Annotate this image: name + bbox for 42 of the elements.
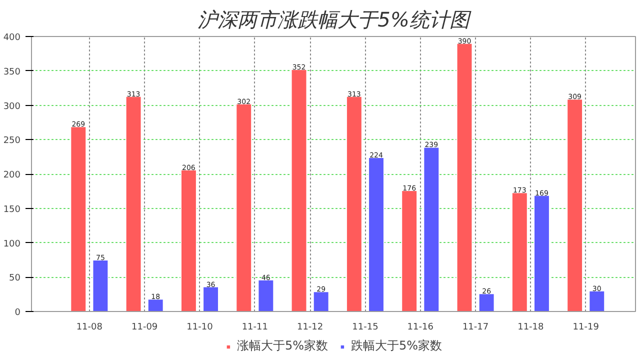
y-tick-label: 350 <box>3 67 21 78</box>
bar <box>290 69 308 312</box>
bar <box>588 290 606 312</box>
bar <box>125 96 142 312</box>
x-tick-label: 11-18 <box>518 322 544 332</box>
y-tick-label: 100 <box>3 239 21 250</box>
bar <box>202 286 219 312</box>
legend-label: 跌幅大于5%家数 <box>351 338 442 354</box>
bar <box>534 194 550 312</box>
bar <box>70 126 87 312</box>
x-tick-label: 11-17 <box>462 322 489 332</box>
x-tick-label: 11-15 <box>352 322 378 332</box>
bar <box>346 96 362 312</box>
x-tick-label: 11-09 <box>132 322 158 332</box>
y-tick-label: 200 <box>3 170 21 180</box>
bar <box>236 103 252 312</box>
bar <box>423 146 440 312</box>
y-tick-label: 0 <box>14 308 21 318</box>
y-tick-label: 150 <box>3 204 21 215</box>
x-tick-label: 11-16 <box>407 322 434 332</box>
bar <box>312 291 330 312</box>
bar <box>566 98 584 312</box>
bar <box>258 279 274 312</box>
bar <box>180 169 197 312</box>
y-tick-label: 50 <box>9 274 21 284</box>
y-tick-label: 250 <box>3 136 21 146</box>
bar <box>456 42 473 312</box>
y-tick-label: 400 <box>3 33 21 43</box>
bar <box>401 190 418 312</box>
bar <box>511 192 528 312</box>
y-tick-label: 300 <box>3 102 21 112</box>
chart-title: 沪深两市涨跌幅大于5%统计图 <box>198 8 472 32</box>
bar <box>368 157 384 312</box>
x-tick-label: 11-08 <box>76 322 103 332</box>
x-tick-label: 11-12 <box>296 322 324 332</box>
bar <box>147 298 164 312</box>
x-tick-label: 11-19 <box>572 322 600 332</box>
x-tick-label: 11-10 <box>186 322 214 332</box>
legend-label: 涨幅大于5%家数 <box>236 338 328 354</box>
x-tick-label: 11-11 <box>242 322 268 332</box>
bar <box>92 259 109 312</box>
bar <box>478 293 495 312</box>
